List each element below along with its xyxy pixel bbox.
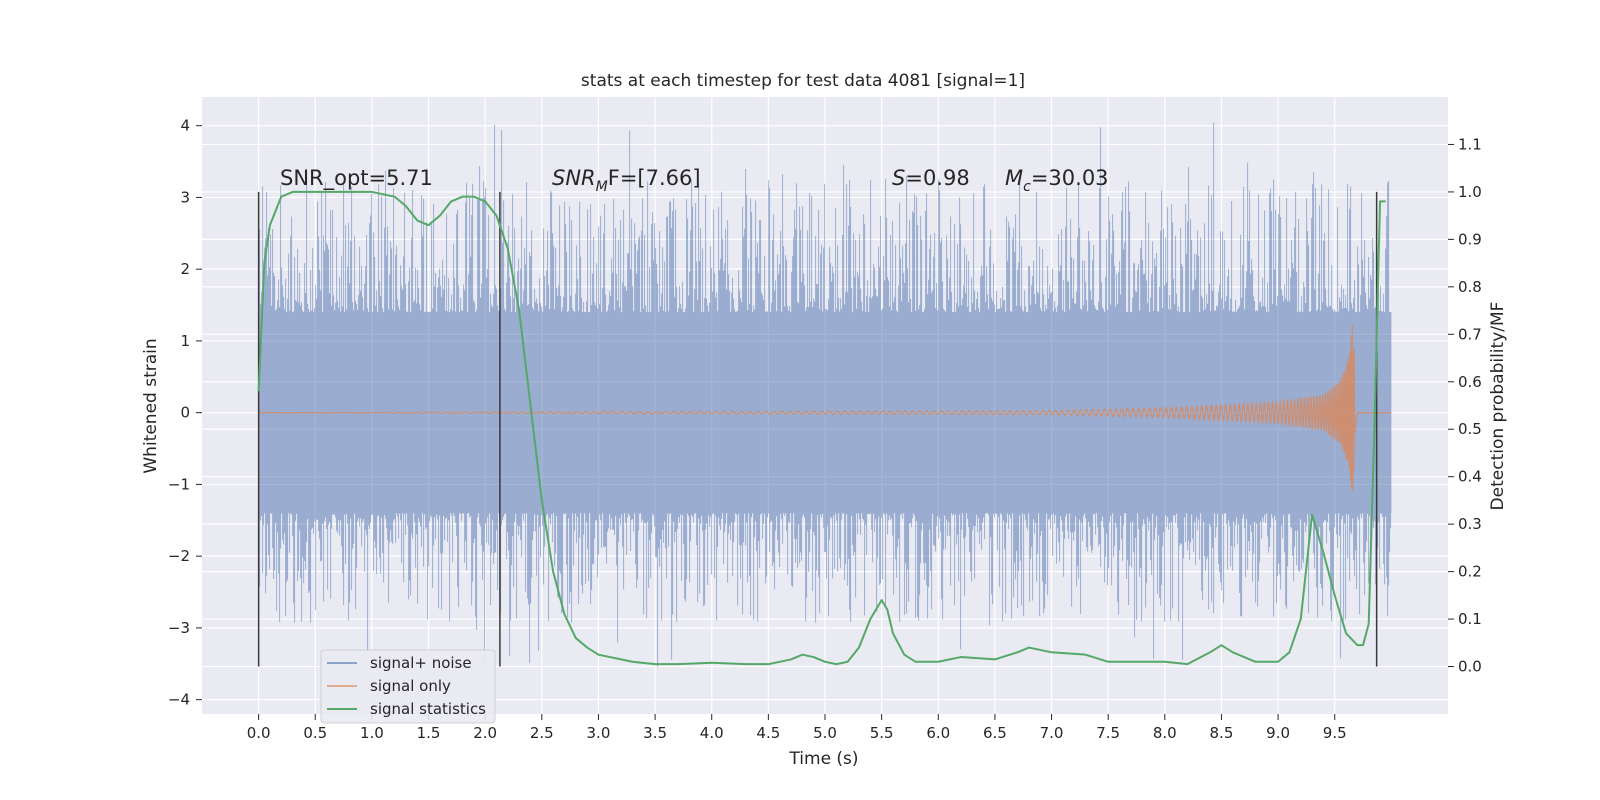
annotation-s: S=0.98 — [892, 166, 970, 190]
y2-tick-label: 0.7 — [1458, 325, 1482, 343]
x-tick-label: 6.5 — [983, 724, 1007, 742]
y2-tick-label: 0.0 — [1458, 658, 1482, 676]
x-tick-label: 3.0 — [587, 724, 611, 742]
x-tick-label: 7.5 — [1096, 724, 1120, 742]
x-tick-label: 1.0 — [360, 724, 384, 742]
mc-value: =30.03 — [1031, 166, 1109, 190]
y2-tick-label: 1.0 — [1458, 183, 1482, 201]
x-tick-label: 9.5 — [1323, 724, 1347, 742]
x-tick-label: 4.0 — [700, 724, 724, 742]
x-axis-ticks: 0.0 0.5 1.0 1.5 2.0 2.5 3.0 3.5 4.0 4.5 5.0 5.5 6.0 6… — [247, 714, 1347, 742]
series-signal-only — [258, 325, 1392, 492]
x-tick-label: 8.5 — [1210, 724, 1234, 742]
x-tick-label: 7.0 — [1040, 724, 1064, 742]
y2-tick-label: 0.3 — [1458, 515, 1482, 533]
marker-lines — [257, 191, 1378, 667]
y-tick-label: −3 — [168, 619, 190, 637]
series-signal-statistics — [257, 190, 1386, 666]
legend-label-signal-statistics: signal statistics — [370, 700, 486, 718]
signal-only-trace — [258, 325, 1392, 492]
y-tick-label: 2 — [180, 260, 190, 278]
snr-mf-symbol: SNR — [552, 166, 596, 190]
y-tick-label: −4 — [168, 691, 190, 709]
signal-statistics-line — [257, 190, 1386, 666]
legend: signal+ noise signal only signal statist… — [320, 649, 496, 724]
y2-tick-label: 0.5 — [1458, 420, 1482, 438]
y-tick-label: 0 — [180, 404, 190, 422]
legend-label-signal-only: signal only — [370, 677, 451, 695]
y2-axis-label: Detection probability/MF — [1488, 302, 1508, 511]
y2-tick-label: 0.2 — [1458, 563, 1482, 581]
x-axis-label: Time (s) — [788, 749, 858, 769]
s-value: =0.98 — [905, 166, 969, 190]
s-symbol: S — [892, 166, 905, 190]
mc-symbol: M — [1005, 166, 1023, 190]
y-tick-label: −2 — [168, 547, 190, 565]
y2-tick-label: 0.8 — [1458, 278, 1482, 296]
y2-tick-label: 1.1 — [1458, 135, 1482, 153]
legend-box — [320, 649, 496, 724]
y2-tick-label: 0.4 — [1458, 468, 1482, 486]
x-tick-label: 5.5 — [870, 724, 894, 742]
y-tick-label: 4 — [180, 117, 190, 135]
y-axis-ticks: 4 3 2 1 0 −1 −2 −3 −4 — [168, 117, 202, 709]
y2-tick-label: 0.9 — [1458, 230, 1482, 248]
annotation-mc: Mc=30.03 — [1005, 166, 1109, 195]
mc-subscript: c — [1023, 179, 1031, 195]
y-tick-label: −1 — [168, 475, 190, 493]
y-tick-label: 3 — [180, 188, 190, 206]
y2-tick-label: 0.1 — [1458, 610, 1482, 628]
annotation-snr-mf: SNRMF=[7.66] — [552, 166, 701, 195]
legend-label-signal-plus-noise: signal+ noise — [370, 654, 472, 672]
x-tick-label: 0.0 — [247, 724, 271, 742]
snr-mf-subscript: M — [596, 179, 608, 195]
y-axis-label: Whitened strain — [141, 338, 161, 473]
x-tick-label: 0.5 — [303, 724, 327, 742]
x-tick-label: 5.0 — [813, 724, 837, 742]
y-tick-label: 1 — [180, 332, 190, 350]
y2-axis-ticks: 1.1 1.0 0.9 0.8 0.7 0.6 0.5 0.4 0.3 0.2 0.1 0.0 — [1448, 135, 1482, 676]
x-tick-label: 1.5 — [417, 724, 441, 742]
x-tick-label: 9.0 — [1266, 724, 1290, 742]
annotation-snr-opt: SNR_opt=5.71 — [280, 166, 433, 191]
chart-title: stats at each timestep for test data 408… — [581, 71, 1025, 91]
x-tick-label: 2.0 — [473, 724, 497, 742]
x-tick-label: 2.5 — [530, 724, 554, 742]
x-tick-label: 6.0 — [926, 724, 950, 742]
x-tick-label: 4.5 — [756, 724, 780, 742]
x-tick-label: 8.0 — [1153, 724, 1177, 742]
y2-tick-label: 0.6 — [1458, 373, 1482, 391]
snr-mf-value: F=[7.66] — [608, 166, 701, 190]
x-tick-label: 3.5 — [643, 724, 667, 742]
